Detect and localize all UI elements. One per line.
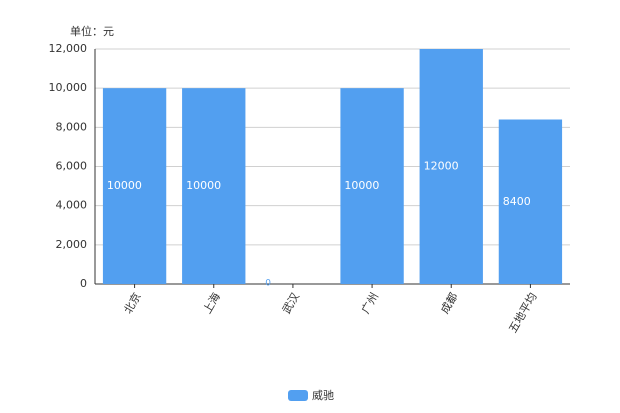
bar: [498, 119, 563, 284]
value-label: 10000: [186, 179, 221, 192]
legend-label: 威驰: [312, 388, 334, 402]
bar: [102, 88, 167, 285]
bar: [182, 88, 246, 285]
x-tick-label: 成都: [438, 291, 460, 317]
value-label: 0: [265, 279, 271, 289]
bar: [340, 88, 404, 285]
legend-swatch: [288, 390, 308, 401]
y-tick-label: 6,000: [56, 160, 88, 173]
value-label: 12000: [424, 160, 459, 173]
y-tick-label: 10,000: [49, 81, 88, 94]
x-tick-label: 上海: [200, 290, 223, 316]
x-tick-label: 武汉: [280, 291, 302, 317]
value-label: 10000: [344, 179, 379, 192]
y-tick-label: 12,000: [49, 42, 88, 55]
y-tick-label: 4,000: [56, 199, 88, 212]
y-tick-label: 0: [80, 277, 87, 290]
unit-label: 单位：元: [70, 24, 114, 38]
value-label: 10000: [107, 179, 142, 192]
bar: [419, 49, 483, 284]
x-tick-label: 北京: [121, 290, 144, 316]
x-tick-label: 五地平均: [506, 291, 539, 336]
y-tick-label: 2,000: [56, 238, 88, 251]
x-tick-label: 广州: [359, 291, 381, 317]
y-tick-label: 8,000: [56, 120, 88, 133]
value-label: 8400: [503, 195, 531, 208]
